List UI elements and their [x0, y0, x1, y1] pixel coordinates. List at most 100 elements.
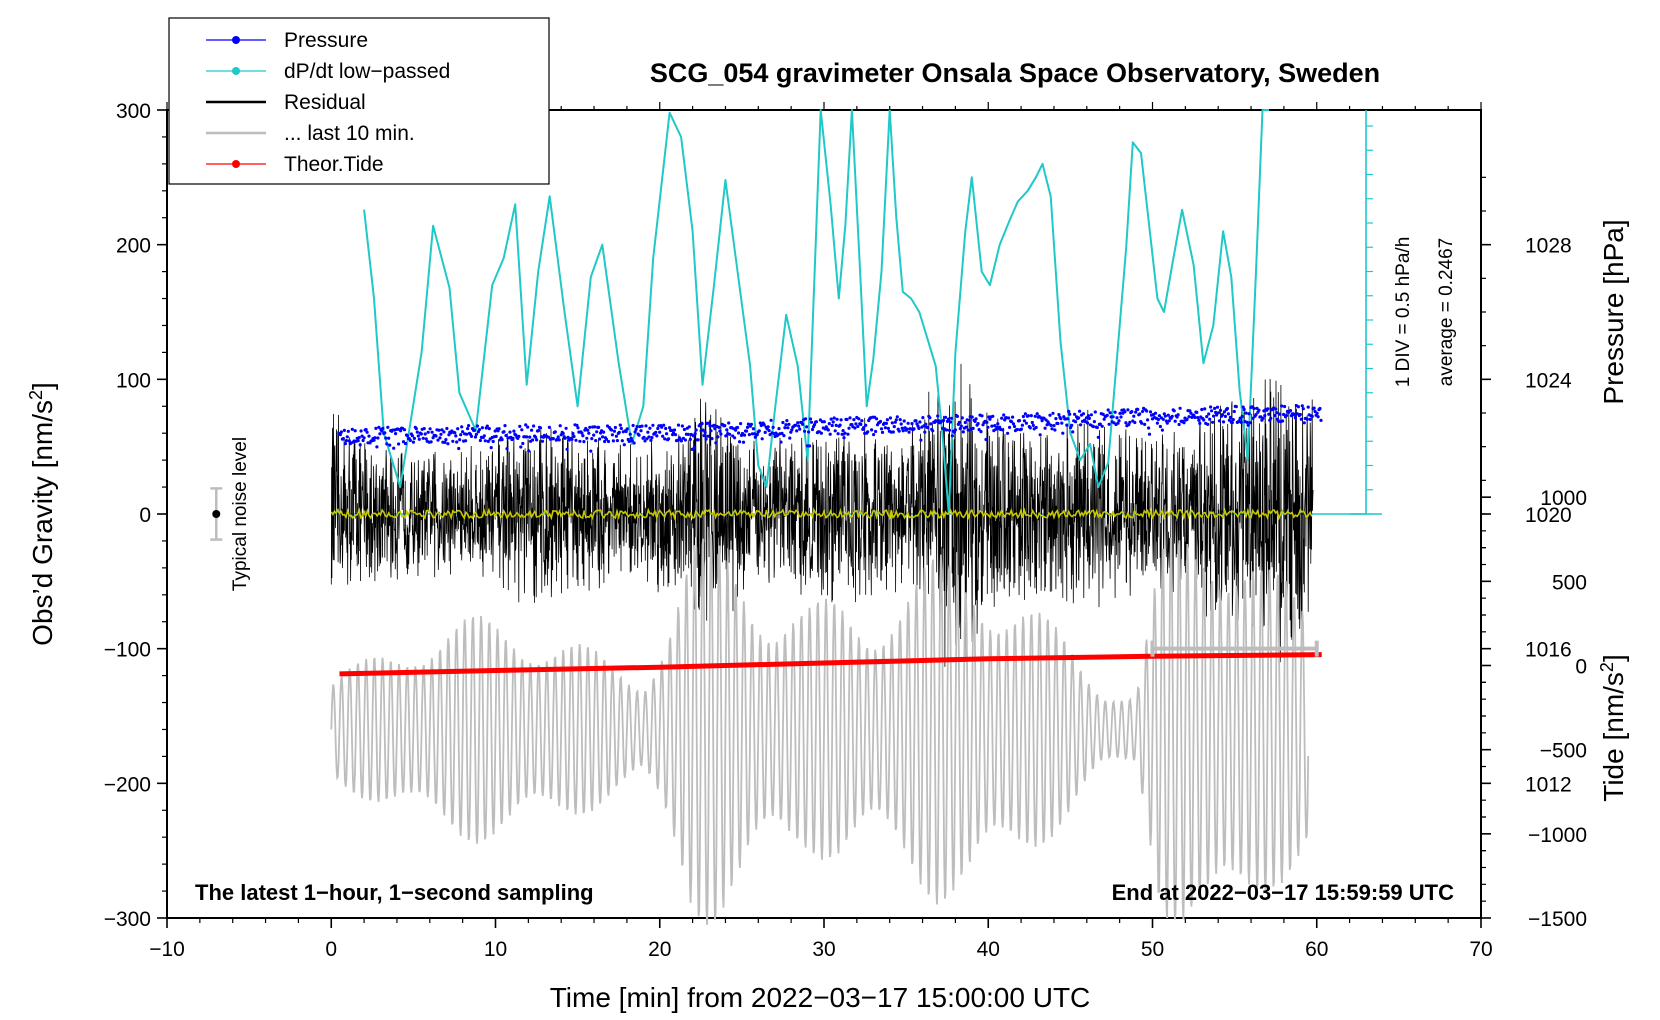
pressure-point	[1166, 413, 1170, 417]
end-time-note: End at 2022−03−17 15:59:59 UTC	[1112, 880, 1455, 905]
pressure-point	[1305, 417, 1309, 421]
pressure-point	[804, 417, 808, 421]
pressure-point	[841, 429, 845, 433]
pressure-point	[1161, 417, 1165, 421]
pressure-point	[487, 427, 491, 431]
pressure-point	[1234, 405, 1238, 409]
pressure-point	[1061, 431, 1065, 435]
pressure-point	[547, 425, 552, 429]
pressure-point	[489, 446, 493, 450]
pressure-point	[885, 418, 890, 422]
pressure-point	[955, 414, 960, 418]
pressure-point	[508, 430, 512, 434]
pressure-point	[704, 437, 708, 441]
legend-items: Pressure dP/dt low−passed Residual ... last…	[206, 29, 450, 176]
x-tick-label: 0	[325, 938, 337, 961]
pressure-point	[578, 439, 582, 443]
pressure-point	[958, 427, 962, 431]
pressure-point	[717, 425, 721, 429]
pressure-point	[521, 441, 525, 446]
pressure-point	[683, 438, 688, 442]
pressure-point	[1060, 421, 1064, 425]
pressure-point	[597, 425, 601, 429]
pressure-point	[1024, 421, 1028, 425]
pressure-point	[1158, 424, 1162, 429]
pressure-point	[491, 439, 495, 444]
pressure-point	[475, 424, 479, 428]
legend-swatch-dot	[232, 160, 240, 168]
pressure-point	[984, 437, 988, 442]
y-left-tick-label: 100	[116, 369, 151, 392]
pressure-point	[991, 414, 995, 418]
pressure-point	[1071, 430, 1075, 434]
pressure-point	[848, 416, 852, 420]
lowpassed-residual-series	[330, 506, 1313, 521]
pressure-point	[895, 415, 899, 419]
pressure-point	[460, 425, 464, 429]
pressure-point	[1031, 423, 1035, 427]
pressure-point	[461, 430, 465, 434]
pressure-point	[1148, 410, 1153, 414]
legend-item: dP/dt low−passed	[206, 60, 450, 83]
pressure-point	[840, 432, 844, 436]
pressure-point	[565, 447, 569, 451]
pressure-point	[1273, 413, 1277, 418]
pressure-point	[777, 427, 781, 431]
pressure-point	[388, 443, 392, 447]
pressure-point	[1092, 420, 1096, 424]
pressure-point	[615, 439, 620, 443]
pressure-point	[798, 427, 802, 431]
pressure-point	[1313, 409, 1317, 414]
pressure-point	[900, 426, 904, 430]
pressure-point	[497, 427, 501, 431]
pressure-point	[417, 437, 421, 441]
pressure-point	[563, 436, 567, 440]
pressure-point	[421, 436, 425, 440]
pressure-point	[525, 435, 529, 439]
legend-item: ... last 10 min.	[206, 122, 415, 145]
pressure-point	[702, 434, 706, 438]
pressure-point	[1028, 426, 1032, 430]
pressure-point	[1043, 426, 1047, 430]
pressure-point	[875, 417, 879, 421]
y-left-tick-label: −100	[104, 639, 151, 662]
pressure-point	[376, 436, 380, 440]
pressure-point	[644, 424, 648, 428]
pressure-point	[790, 428, 794, 432]
pressure-point	[942, 418, 946, 422]
pressure-point	[843, 431, 847, 435]
pressure-point	[988, 417, 992, 421]
pressure-point	[362, 436, 366, 440]
pressure-point	[1051, 411, 1055, 415]
pressure-point	[586, 428, 590, 432]
pressure-point	[866, 430, 870, 434]
pressure-point	[901, 429, 905, 433]
pressure-point	[786, 426, 790, 430]
pressure-point	[553, 430, 557, 434]
pressure-point	[339, 430, 343, 434]
pressure-point	[1170, 414, 1174, 418]
pressure-point	[960, 416, 964, 420]
pressure-point	[343, 442, 347, 446]
pressure-point	[582, 440, 586, 444]
pressure-point	[632, 441, 636, 445]
pressure-point	[458, 438, 462, 442]
pressure-point	[857, 417, 861, 421]
pressure-point	[723, 424, 727, 428]
pressure-point	[437, 428, 441, 432]
pressure-point	[656, 426, 660, 431]
pressure-point	[713, 427, 717, 431]
pressure-point	[358, 443, 362, 447]
pressure-point	[1261, 416, 1265, 420]
pressure-point	[604, 437, 609, 441]
pressure-point	[651, 423, 655, 427]
pressure-tick-label: 1012	[1525, 773, 1572, 796]
pressure-point	[1318, 406, 1322, 411]
legend-item: Theor.Tide	[206, 153, 384, 176]
pressure-point	[1138, 412, 1142, 416]
x-tick-label: 30	[812, 938, 835, 961]
pressure-point	[504, 433, 508, 438]
pressure-point	[1296, 405, 1300, 409]
pressure-point	[899, 422, 903, 426]
pressure-point	[801, 422, 805, 426]
